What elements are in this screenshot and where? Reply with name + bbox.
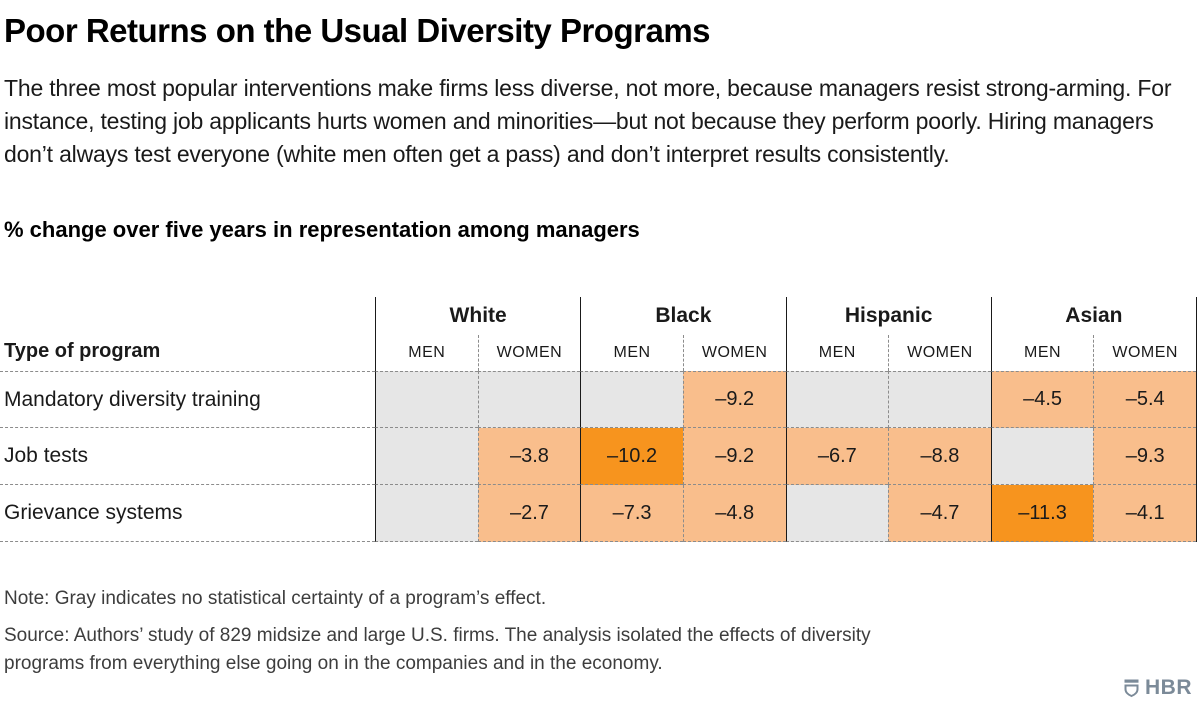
column-header-type-of-program: Type of program [4, 340, 161, 362]
subheader-black-women: WOMEN [682, 335, 786, 371]
group-header-hispanic: Hispanic [785, 297, 991, 335]
subheader-white-men: MEN [375, 335, 478, 371]
table-cell [477, 371, 581, 428]
chart-heading: % change over five years in representati… [4, 217, 640, 242]
table-cell: –9.3 [1093, 428, 1196, 485]
table-cell: –5.4 [1093, 371, 1196, 428]
table-cell: –2.7 [477, 485, 581, 542]
table-cell: –10.2 [580, 428, 683, 485]
subheader-asian-women: WOMEN [1093, 335, 1196, 371]
table-cell [785, 371, 889, 428]
table-cell: –4.1 [1093, 485, 1196, 542]
subheader-hispanic-women: WOMEN [888, 335, 991, 371]
table-cell: –4.5 [990, 371, 1094, 428]
hbr-logo-text: HBR [1145, 676, 1192, 699]
row-label: Mandatory diversity training [0, 371, 375, 428]
hbr-shield-icon [1123, 679, 1140, 698]
table-cell [375, 428, 478, 485]
note-text: Note: Gray indicates no statistical cert… [4, 588, 547, 609]
infographic: Poor Returns on the Usual Diversity Prog… [0, 12, 1197, 699]
row-label: Grievance systems [0, 485, 375, 542]
table-cell [990, 428, 1094, 485]
subheader-asian-men: MEN [990, 335, 1094, 371]
table-cell: –11.3 [990, 485, 1094, 542]
table-cell: –8.8 [888, 428, 991, 485]
source-text: Source: Authors’ study of 829 midsize an… [4, 625, 871, 674]
group-header-black: Black [580, 297, 785, 335]
row-label: Job tests [0, 428, 375, 485]
table-cell: –7.3 [580, 485, 683, 542]
table-cell: –3.8 [477, 428, 581, 485]
subheader-hispanic-men: MEN [785, 335, 889, 371]
table-cell [785, 485, 889, 542]
data-table: Type of program White Black Hispanic Asi… [0, 297, 1197, 542]
hbr-logo: HBR [1123, 676, 1192, 700]
table-cell [888, 371, 991, 428]
table-cell [375, 371, 478, 428]
table-cell: –6.7 [785, 428, 889, 485]
group-header-white: White [375, 297, 580, 335]
table-cell: –4.7 [888, 485, 991, 542]
page-title: Poor Returns on the Usual Diversity Prog… [4, 12, 711, 49]
table-cell: –9.2 [682, 371, 786, 428]
table-cell [375, 485, 478, 542]
subheader-black-men: MEN [580, 335, 683, 371]
table-cell: –9.2 [682, 428, 786, 485]
table-cell: –4.8 [682, 485, 786, 542]
table-cell [580, 371, 683, 428]
subtitle-text: The three most popular interventions mak… [4, 75, 1172, 167]
group-header-asian: Asian [990, 297, 1196, 335]
subheader-white-women: WOMEN [477, 335, 581, 371]
